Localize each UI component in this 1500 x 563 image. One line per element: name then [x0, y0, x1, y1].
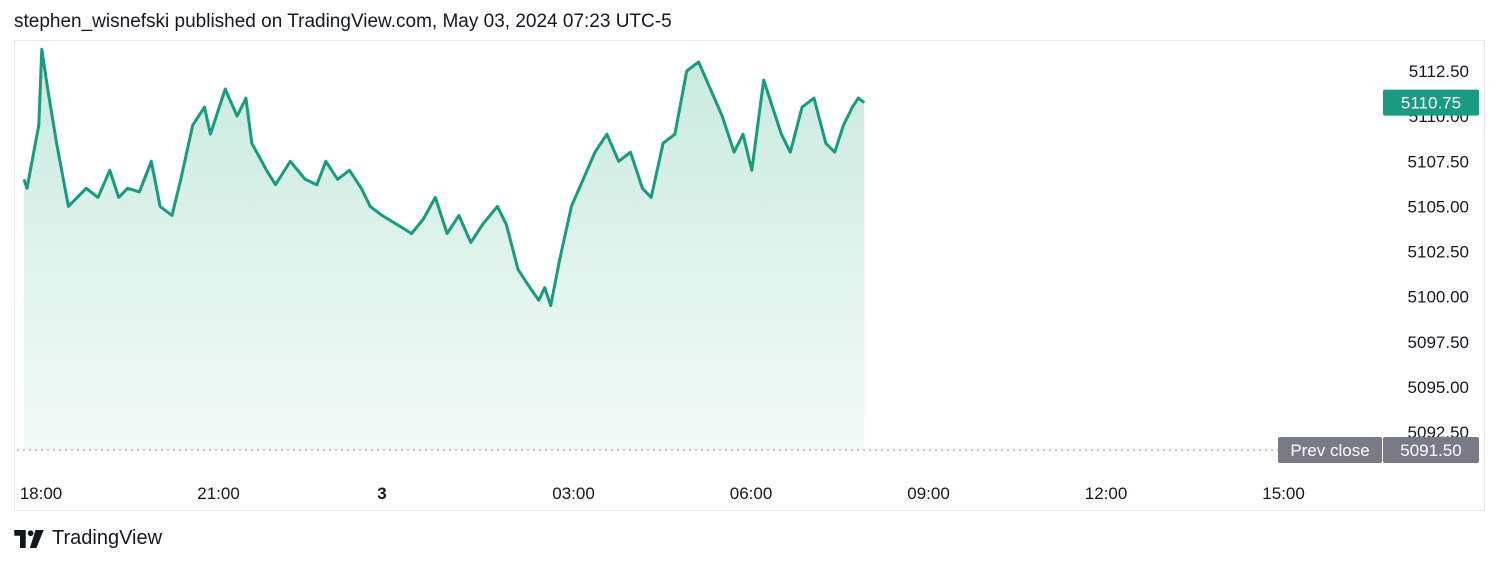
y-tick-label: 5112.50 — [1409, 62, 1469, 81]
footer: TradingView — [14, 527, 162, 550]
x-tick-label: 12:00 — [1085, 484, 1128, 503]
x-tick-label: 3 — [377, 484, 386, 503]
publish-header: stephen_wisnefski published on TradingVi… — [14, 11, 672, 32]
x-tick-label: 18:00 — [20, 484, 63, 503]
chart-frame[interactable]: 5112.50 5110.00 5107.50 5105.00 5102.50 5100.… — [14, 40, 1485, 511]
x-tick-label: 06:00 — [730, 484, 773, 503]
price-chart[interactable]: 5112.505110.005107.505105.005102.505100.… — [15, 41, 1486, 512]
y-tick-label: 5102.50 — [1408, 243, 1469, 262]
x-tick-label: 21:00 — [197, 484, 240, 503]
x-tick-label: 09:00 — [907, 484, 950, 503]
y-tick-label: 5095.00 — [1408, 378, 1469, 397]
last-price-badge — [1383, 89, 1479, 116]
last-price-label: 5110.75 — [1401, 94, 1461, 113]
x-tick-label: 15:00 — [1262, 484, 1305, 503]
tradingview-logo-icon — [14, 529, 44, 548]
prev-close-badge — [1278, 437, 1382, 464]
y-tick-label: 5100.00 — [1408, 288, 1469, 307]
y-tick-label: 5107.50 — [1408, 152, 1469, 171]
prev-close-label: Prev close — [1290, 441, 1369, 460]
y-tick-label: 5105.00 — [1408, 197, 1469, 216]
x-tick-label: 03:00 — [552, 484, 595, 503]
prev-close-value-badge — [1383, 437, 1479, 464]
price-line — [22, 47, 866, 308]
tradingview-brand: TradingView — [52, 527, 163, 549]
prev-close-value: 5091.50 — [1400, 441, 1461, 460]
y-tick-label: 5097.50 — [1408, 333, 1469, 352]
price-area-fill — [24, 49, 865, 451]
